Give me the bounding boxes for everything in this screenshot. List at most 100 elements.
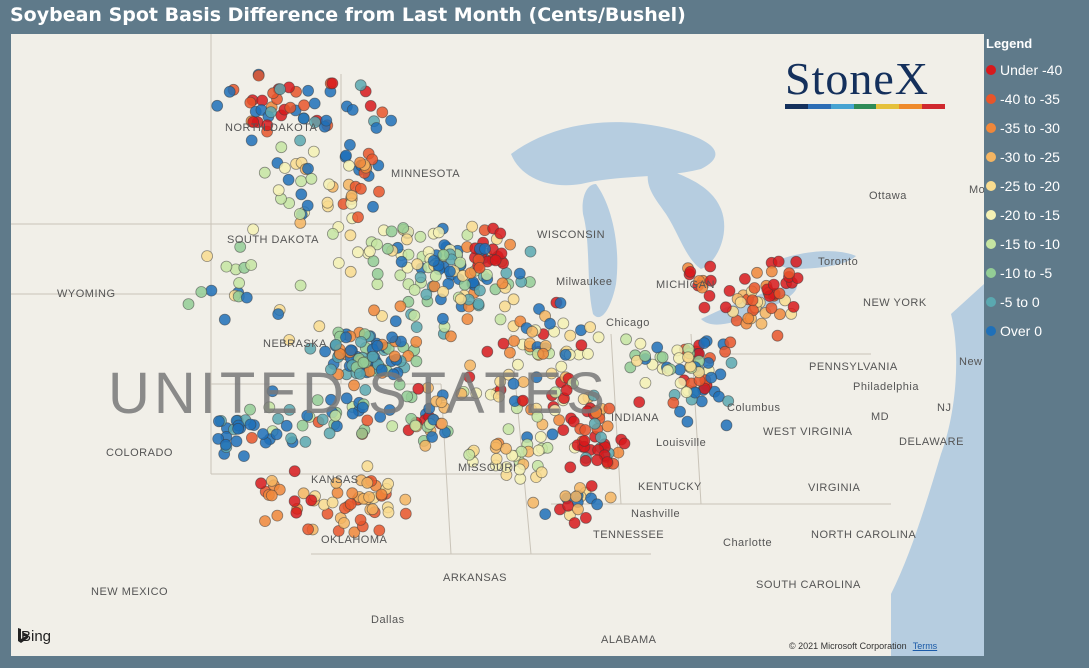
data-point[interactable] (454, 256, 467, 269)
data-point[interactable] (557, 317, 570, 330)
data-point[interactable] (516, 394, 529, 407)
data-point[interactable] (344, 229, 357, 242)
data-point[interactable] (411, 258, 424, 271)
data-point[interactable] (283, 334, 296, 346)
data-point[interactable] (704, 274, 717, 287)
data-point[interactable] (233, 277, 246, 289)
data-point[interactable] (373, 524, 386, 537)
data-point[interactable] (394, 269, 407, 282)
data-point[interactable] (472, 298, 485, 310)
data-point[interactable] (481, 345, 494, 358)
legend-item[interactable]: -35 to -30 (986, 113, 1086, 142)
data-point[interactable] (772, 255, 785, 268)
data-point[interactable] (584, 321, 596, 334)
data-point[interactable] (301, 409, 314, 422)
data-point[interactable] (245, 259, 258, 271)
data-point[interactable] (787, 300, 800, 313)
data-point[interactable] (591, 454, 604, 467)
data-point[interactable] (412, 382, 425, 395)
data-point[interactable] (588, 417, 601, 430)
data-point[interactable] (219, 438, 232, 451)
data-point[interactable] (346, 487, 359, 500)
data-point[interactable] (674, 377, 687, 389)
legend-item[interactable]: -15 to -10 (986, 229, 1086, 258)
data-point[interactable] (355, 335, 367, 348)
data-point[interactable] (284, 101, 297, 114)
data-point[interactable] (366, 350, 379, 363)
data-point[interactable] (356, 401, 369, 414)
data-point[interactable] (461, 313, 474, 326)
data-point[interactable] (682, 351, 694, 364)
data-point[interactable] (549, 404, 561, 417)
data-point[interactable] (402, 248, 415, 261)
data-point[interactable] (420, 288, 433, 301)
data-point[interactable] (504, 238, 517, 251)
data-point[interactable] (295, 188, 308, 201)
data-point[interactable] (559, 348, 572, 361)
data-point[interactable] (304, 342, 317, 355)
data-point[interactable] (513, 463, 526, 476)
data-point[interactable] (230, 435, 243, 448)
data-point[interactable] (272, 184, 285, 197)
data-point[interactable] (201, 250, 214, 263)
data-point[interactable] (532, 444, 545, 457)
data-point[interactable] (345, 189, 358, 202)
data-point[interactable] (261, 119, 274, 132)
data-point[interactable] (466, 220, 479, 233)
data-point[interactable] (265, 489, 278, 502)
data-point[interactable] (773, 287, 786, 300)
data-point[interactable] (273, 483, 286, 496)
data-point[interactable] (408, 309, 421, 322)
data-point[interactable] (414, 271, 427, 284)
data-point[interactable] (435, 396, 448, 409)
data-point[interactable] (302, 162, 314, 175)
data-point[interactable] (223, 85, 236, 98)
data-point[interactable] (463, 371, 476, 384)
data-point[interactable] (579, 454, 592, 467)
data-point[interactable] (443, 265, 456, 278)
data-point[interactable] (305, 494, 318, 507)
data-point[interactable] (266, 385, 279, 398)
data-point[interactable] (765, 302, 778, 315)
data-point[interactable] (464, 267, 477, 280)
data-point[interactable] (423, 402, 436, 415)
data-point[interactable] (313, 320, 326, 333)
data-point[interactable] (544, 317, 556, 330)
data-point[interactable] (340, 331, 352, 344)
data-point[interactable] (399, 493, 412, 506)
data-point[interactable] (719, 301, 732, 314)
data-point[interactable] (257, 428, 269, 440)
data-point[interactable] (783, 267, 796, 280)
data-point[interactable] (245, 134, 258, 147)
data-point[interactable] (502, 423, 515, 436)
data-point[interactable] (343, 139, 356, 151)
data-point[interactable] (205, 284, 218, 297)
data-point[interactable] (252, 69, 265, 82)
data-point[interactable] (258, 166, 271, 179)
data-point[interactable] (734, 296, 747, 309)
data-point[interactable] (331, 486, 344, 499)
data-point[interactable] (464, 359, 477, 372)
data-point[interactable] (232, 422, 245, 435)
data-point[interactable] (356, 427, 368, 440)
data-point[interactable] (282, 173, 295, 186)
data-point[interactable] (293, 208, 306, 220)
data-point[interactable] (554, 297, 567, 309)
data-point[interactable] (419, 439, 432, 452)
data-point[interactable] (395, 255, 408, 268)
data-point[interactable] (382, 506, 395, 519)
data-point[interactable] (527, 496, 540, 509)
data-point[interactable] (271, 509, 284, 522)
data-point[interactable] (539, 508, 552, 521)
data-point[interactable] (429, 270, 442, 282)
data-point[interactable] (280, 419, 293, 432)
data-point[interactable] (409, 419, 422, 432)
data-point[interactable] (363, 245, 376, 258)
data-point[interactable] (270, 428, 283, 441)
data-point[interactable] (359, 384, 372, 396)
data-point[interactable] (247, 116, 260, 128)
data-point[interactable] (698, 337, 711, 350)
data-point[interactable] (340, 392, 353, 405)
data-point[interactable] (401, 390, 414, 403)
data-point[interactable] (264, 106, 277, 118)
